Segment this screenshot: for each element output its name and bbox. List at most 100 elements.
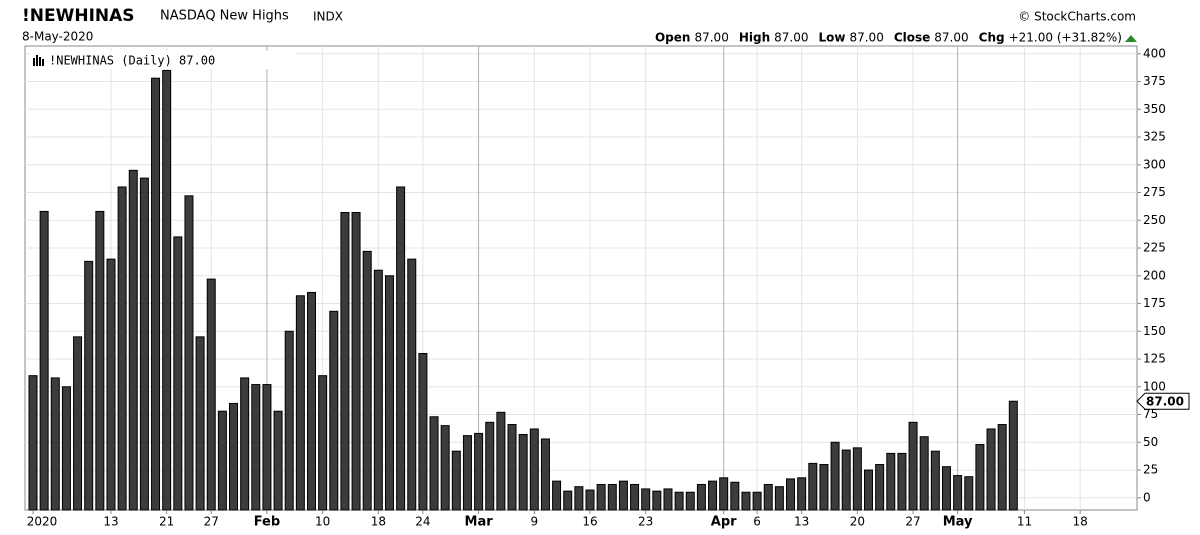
- legend: !NEWHINAS (Daily) 87.00: [49, 54, 215, 68]
- bar: [329, 310, 339, 511]
- bar: [50, 377, 60, 511]
- bar: [151, 77, 161, 511]
- bar: [819, 463, 829, 511]
- y-tick-label: 250: [1143, 213, 1166, 227]
- bar: [1008, 400, 1018, 511]
- x-tick-label: Mar: [465, 515, 494, 530]
- bar: [61, 386, 71, 511]
- bar: [529, 428, 539, 511]
- chart-title: NASDAQ New Highs: [160, 9, 289, 24]
- bar: [596, 483, 606, 511]
- bar: [552, 480, 562, 511]
- y-tick-label: 350: [1143, 102, 1166, 116]
- date: 8-May-2020: [22, 30, 93, 44]
- quote-label: Open: [655, 31, 690, 45]
- bar: [84, 260, 94, 511]
- symbol: !NEWHINAS: [22, 6, 135, 26]
- legend-bg: [30, 51, 295, 69]
- quote-value: 87.00: [694, 31, 728, 45]
- quote-label: High: [739, 31, 770, 45]
- bar: [485, 421, 495, 511]
- x-tick-label: 27: [905, 515, 920, 529]
- x-tick-label: 6: [753, 515, 761, 529]
- y-tick-label: 225: [1143, 241, 1166, 255]
- bar: [919, 436, 929, 511]
- bar: [307, 291, 316, 511]
- bars: [28, 69, 1018, 511]
- bar: [741, 491, 751, 511]
- bar: [752, 491, 762, 511]
- x-tick-label: 16: [582, 515, 597, 529]
- quote-label: Low: [818, 31, 845, 45]
- x-tick-label: 18: [1073, 515, 1088, 529]
- bar: [206, 278, 216, 511]
- bar: [451, 450, 461, 511]
- bar: [106, 258, 116, 511]
- quote-label: Chg: [979, 31, 1005, 45]
- x-tick-label: 9: [530, 515, 538, 529]
- bar: [396, 186, 406, 511]
- y-tick-label: 200: [1143, 268, 1166, 282]
- quote-value: 87.00: [934, 31, 968, 45]
- quote-value: 87.00: [774, 31, 808, 45]
- bar: [474, 432, 484, 511]
- quote: Open 87.00 High 87.00 Low 87.00 Close 87.00 Chg +…: [655, 31, 1137, 45]
- x-tick-label: 18: [371, 515, 386, 529]
- bar: [295, 295, 305, 511]
- x-tick-label: 24: [415, 515, 430, 529]
- y-tick-label: 125: [1143, 352, 1166, 366]
- bar: [340, 212, 350, 511]
- bar: [630, 483, 640, 511]
- bar: [418, 352, 428, 511]
- y-tick-label: 325: [1143, 130, 1166, 144]
- bar: [318, 375, 328, 511]
- y-tick-label: 175: [1143, 296, 1166, 310]
- bar: [875, 463, 885, 511]
- bar: [886, 452, 896, 511]
- x-tick-label: 13: [103, 515, 118, 529]
- bar: [251, 384, 261, 511]
- bar: [774, 486, 784, 511]
- source: © StockCharts.com: [1018, 10, 1136, 24]
- bar: [273, 410, 283, 511]
- quote-value: +21.00 (+31.82%): [1009, 31, 1122, 45]
- bar: [830, 441, 840, 511]
- bar: [930, 450, 940, 511]
- bar: [763, 483, 773, 511]
- bar: [284, 330, 294, 511]
- y-tick-label: 375: [1143, 74, 1166, 88]
- y-tick-label: 50: [1143, 435, 1158, 449]
- y-tick-label: 400: [1143, 46, 1166, 60]
- up-arrow: [1125, 35, 1137, 42]
- bar: [128, 169, 138, 511]
- bar: [808, 462, 818, 511]
- quote-label: Close: [894, 31, 930, 45]
- x-tick-label: 2020: [27, 515, 58, 529]
- axes: 0 25 50 75 100 125 150 175 200 225 250 275 300 325 350…: [27, 46, 1190, 530]
- bar: [986, 428, 996, 511]
- x-tick-label: Feb: [254, 515, 280, 530]
- bar: [975, 444, 985, 511]
- x-tick-label: 27: [204, 515, 219, 529]
- bar: [674, 491, 684, 511]
- bar: [953, 475, 963, 511]
- bar: [262, 384, 272, 511]
- bar: [696, 483, 706, 511]
- x-tick-label: 10: [315, 515, 330, 529]
- bar: [786, 478, 796, 511]
- bar: [540, 438, 550, 511]
- bar: [997, 424, 1007, 511]
- y-tick-label: 300: [1143, 157, 1166, 171]
- bar: [440, 425, 450, 511]
- bar: [719, 477, 729, 511]
- bar: [685, 491, 695, 511]
- bar: [496, 411, 506, 511]
- bar: [563, 490, 573, 511]
- bar: [652, 490, 662, 511]
- bar: [908, 421, 918, 511]
- bar: [574, 486, 584, 511]
- bar: [173, 236, 183, 511]
- bar: [351, 212, 361, 511]
- bar: [897, 452, 907, 511]
- y-tick-label: 150: [1143, 324, 1166, 338]
